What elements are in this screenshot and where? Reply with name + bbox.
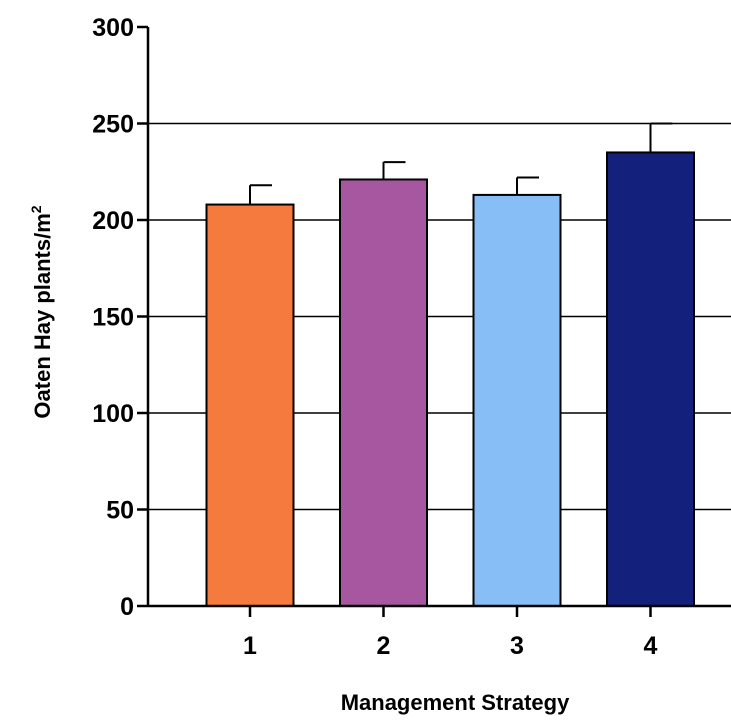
x-tick-label: 3 xyxy=(510,632,524,660)
x-tick-label: 2 xyxy=(377,632,391,660)
y-tick-label: 250 xyxy=(92,111,134,139)
error-bars-group xyxy=(249,122,673,205)
x-tick-label: 4 xyxy=(644,632,658,660)
bar-2 xyxy=(339,178,428,607)
bars-group xyxy=(205,151,695,607)
bar-3 xyxy=(472,193,562,607)
y-axis-ticks: 0 50 100 150 200 250 300 xyxy=(92,14,148,621)
y-tick-label: 50 xyxy=(106,497,134,525)
y-tick-label: 0 xyxy=(120,593,134,621)
y-axis-title-superscript: 2 xyxy=(28,205,44,213)
y-axis-title: Oaten Hay plants/m2 xyxy=(28,205,55,418)
y-tick-label: 150 xyxy=(92,304,134,332)
x-axis-title: Management Strategy xyxy=(341,690,570,715)
x-axis-ticks: 1 2 3 4 xyxy=(243,606,658,660)
y-tick-label: 100 xyxy=(92,400,134,428)
y-tick-label: 200 xyxy=(92,207,134,235)
bar-4 xyxy=(606,151,695,607)
bar-1 xyxy=(205,203,295,607)
y-axis-title-main: Oaten Hay plants/m xyxy=(30,213,55,418)
x-tick-label: 1 xyxy=(243,632,257,660)
y-tick-label: 300 xyxy=(92,14,134,42)
